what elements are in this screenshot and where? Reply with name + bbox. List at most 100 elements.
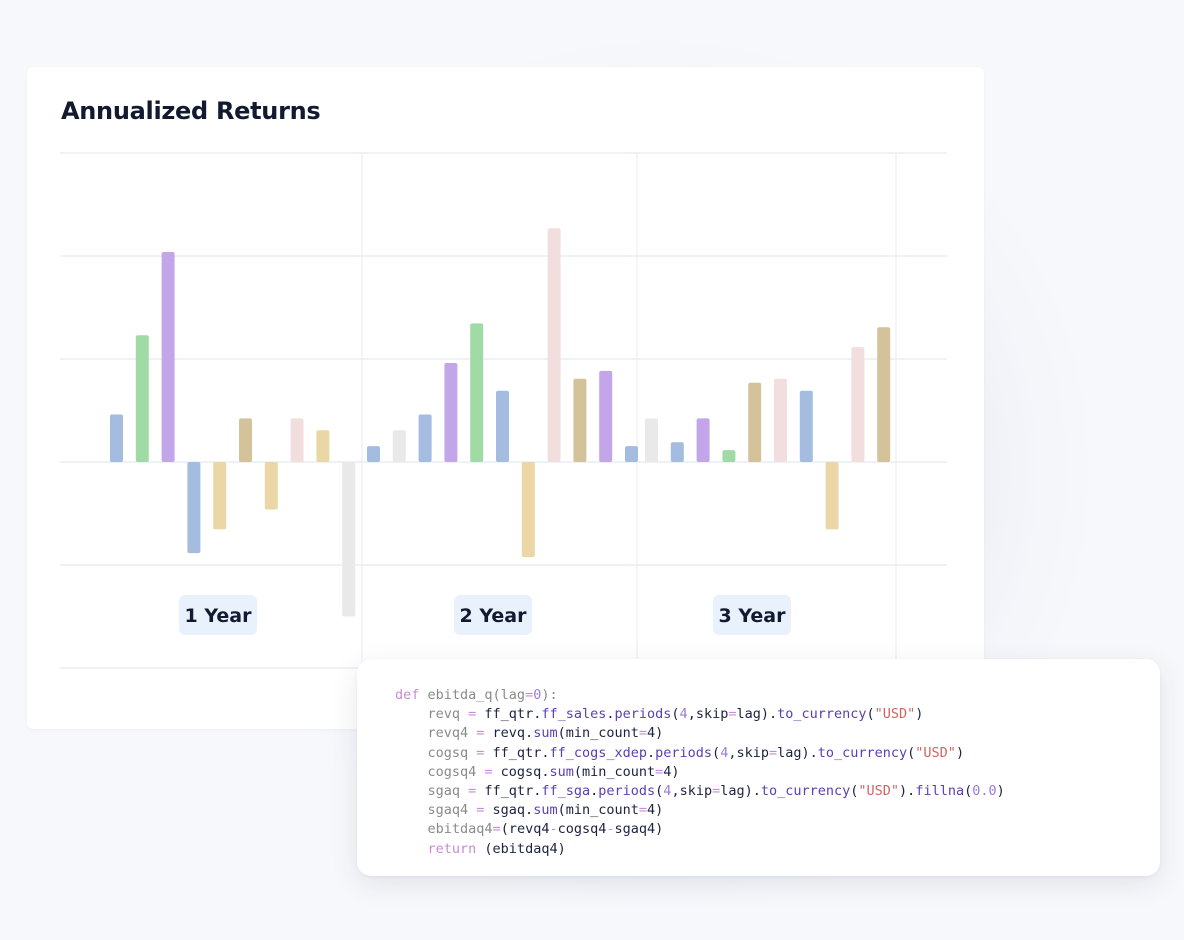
code-token: "USD" [858,782,900,799]
code-token: return [427,840,477,857]
code-token: 0.0 [972,782,997,799]
code-token: ) [996,782,1005,799]
chart-title: Annualized Returns [61,97,321,125]
code-token: (min_count [557,802,639,819]
bar [877,327,891,462]
code-line: sgaq4 = sgaq.sum(min_count=4) [395,801,1005,820]
code-token: ( [671,706,680,723]
code-line: return (ebitdaq4) [395,840,1005,859]
code-token: ff_qtr. [476,706,542,723]
code-token: to_currency [760,782,851,799]
code-token: sgaq4 [395,802,477,819]
code-token: ,skip [728,744,769,761]
code-token: 0 [533,687,542,703]
code-token: . [590,782,599,799]
bar [264,462,278,510]
code-token: = [638,802,648,819]
code-token: lag). [736,706,778,723]
bar [696,418,710,462]
bar [851,347,865,462]
bar [573,378,587,462]
code-token: lag). [777,744,818,761]
code-token: 4) [647,802,664,819]
code-token: ( [850,782,859,799]
code-token: = [476,744,485,761]
bar [418,414,432,462]
code-token: = [525,687,534,703]
code-token: (revq4 [500,821,550,838]
bar [774,378,787,462]
code-token: revq4 [395,725,477,742]
code-token: "USD" [874,706,916,723]
code-line: cogsq = ff_qtr.ff_cogs_xdep.periods(4,sk… [395,744,1005,763]
code-token: sum [533,725,558,742]
bar [135,335,149,462]
code-token: sgaq4) [614,821,664,838]
bar [547,228,561,462]
bar [342,462,356,617]
code-token: = [484,763,493,780]
code-token: (min_count [557,725,639,742]
code-token: 4 [663,782,672,799]
group-label-pill [179,595,257,635]
code-token: ,skip [671,782,713,799]
code-token: ( [712,744,721,761]
code-token: = [638,725,648,742]
code-token: ) [955,744,965,761]
code-token: "USD" [915,744,956,761]
bar [670,442,684,462]
bar [213,462,227,530]
code-token: . [606,706,615,723]
code-snippet-card: def ebitda_q(lag=0): revq = ff_qtr.ff_sa… [357,659,1160,876]
bar [392,430,406,462]
bar [187,462,201,554]
code-token: cogsq4 [557,821,607,838]
code-token: 4) [647,725,664,742]
bar-chart: 1 Year 2 Year 3 Year [60,152,947,669]
bar [496,390,509,462]
code-line: cogsq4 = cogsq.sum(min_count=4) [395,763,1005,782]
code-token: = [655,763,664,780]
code-token: = [468,782,477,799]
code-token: 4 [720,744,729,761]
code-token: revq [395,706,469,723]
group-label-pill [454,595,532,635]
code-token: ff_sga [541,782,591,799]
code-token: - [606,821,615,838]
code-token: = [712,782,721,799]
code-token: ) [915,706,924,723]
code-line: def ebitda_q(lag=0): [395,686,1005,705]
code-token: - [549,821,558,838]
bar [521,462,535,558]
bar [799,390,813,462]
group-label-pill [713,595,791,635]
code-token: ( [655,782,664,799]
code-token: sgaq [395,782,469,799]
bar [645,418,658,462]
bar [161,252,175,462]
code-token: = [476,725,485,742]
bar [722,450,736,462]
code-token: ebitda_q(lag [427,687,526,703]
bar [470,323,484,462]
bar [625,446,638,462]
code-token: cogsq. [492,763,550,780]
code-token: to_currency [817,744,908,761]
code-line: revq4 = revq.sum(min_count=4) [395,724,1005,743]
code-block: def ebitda_q(lag=0): revq = ff_qtr.ff_sa… [395,686,1005,859]
bar [599,370,613,462]
chart-card: Annualized Returns 1 Year 2 Year 3 Year [27,67,984,729]
code-token: ( [907,744,916,761]
code-token: sum [549,763,574,780]
code-token: 4) [663,763,680,780]
code-token: fillna [915,782,965,799]
code-line: revq = ff_qtr.ff_sales.periods(4,skip=la… [395,705,1005,724]
code-token: ). [899,782,916,799]
code-token: 4 [679,706,688,723]
code-token: revq. [484,725,534,742]
code-token: def [395,687,428,703]
code-line: sgaq = ff_qtr.ff_sga.periods(4,skip=lag)… [395,782,1005,801]
code-token: ebitdaq4 [395,821,493,838]
code-token: to_currency [777,706,867,723]
code-token: ff_cogs_xdep [549,744,647,761]
